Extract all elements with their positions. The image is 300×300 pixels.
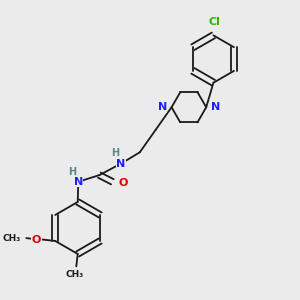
Text: N: N (158, 102, 167, 112)
Text: H: H (68, 167, 76, 177)
Text: N: N (74, 177, 83, 187)
Text: O: O (32, 235, 41, 244)
Text: CH₃: CH₃ (66, 270, 84, 279)
Text: CH₃: CH₃ (3, 234, 21, 243)
Text: N: N (211, 102, 220, 112)
Text: N: N (116, 159, 126, 169)
Text: O: O (118, 178, 128, 188)
Text: H: H (111, 148, 119, 158)
Text: Cl: Cl (209, 17, 221, 27)
